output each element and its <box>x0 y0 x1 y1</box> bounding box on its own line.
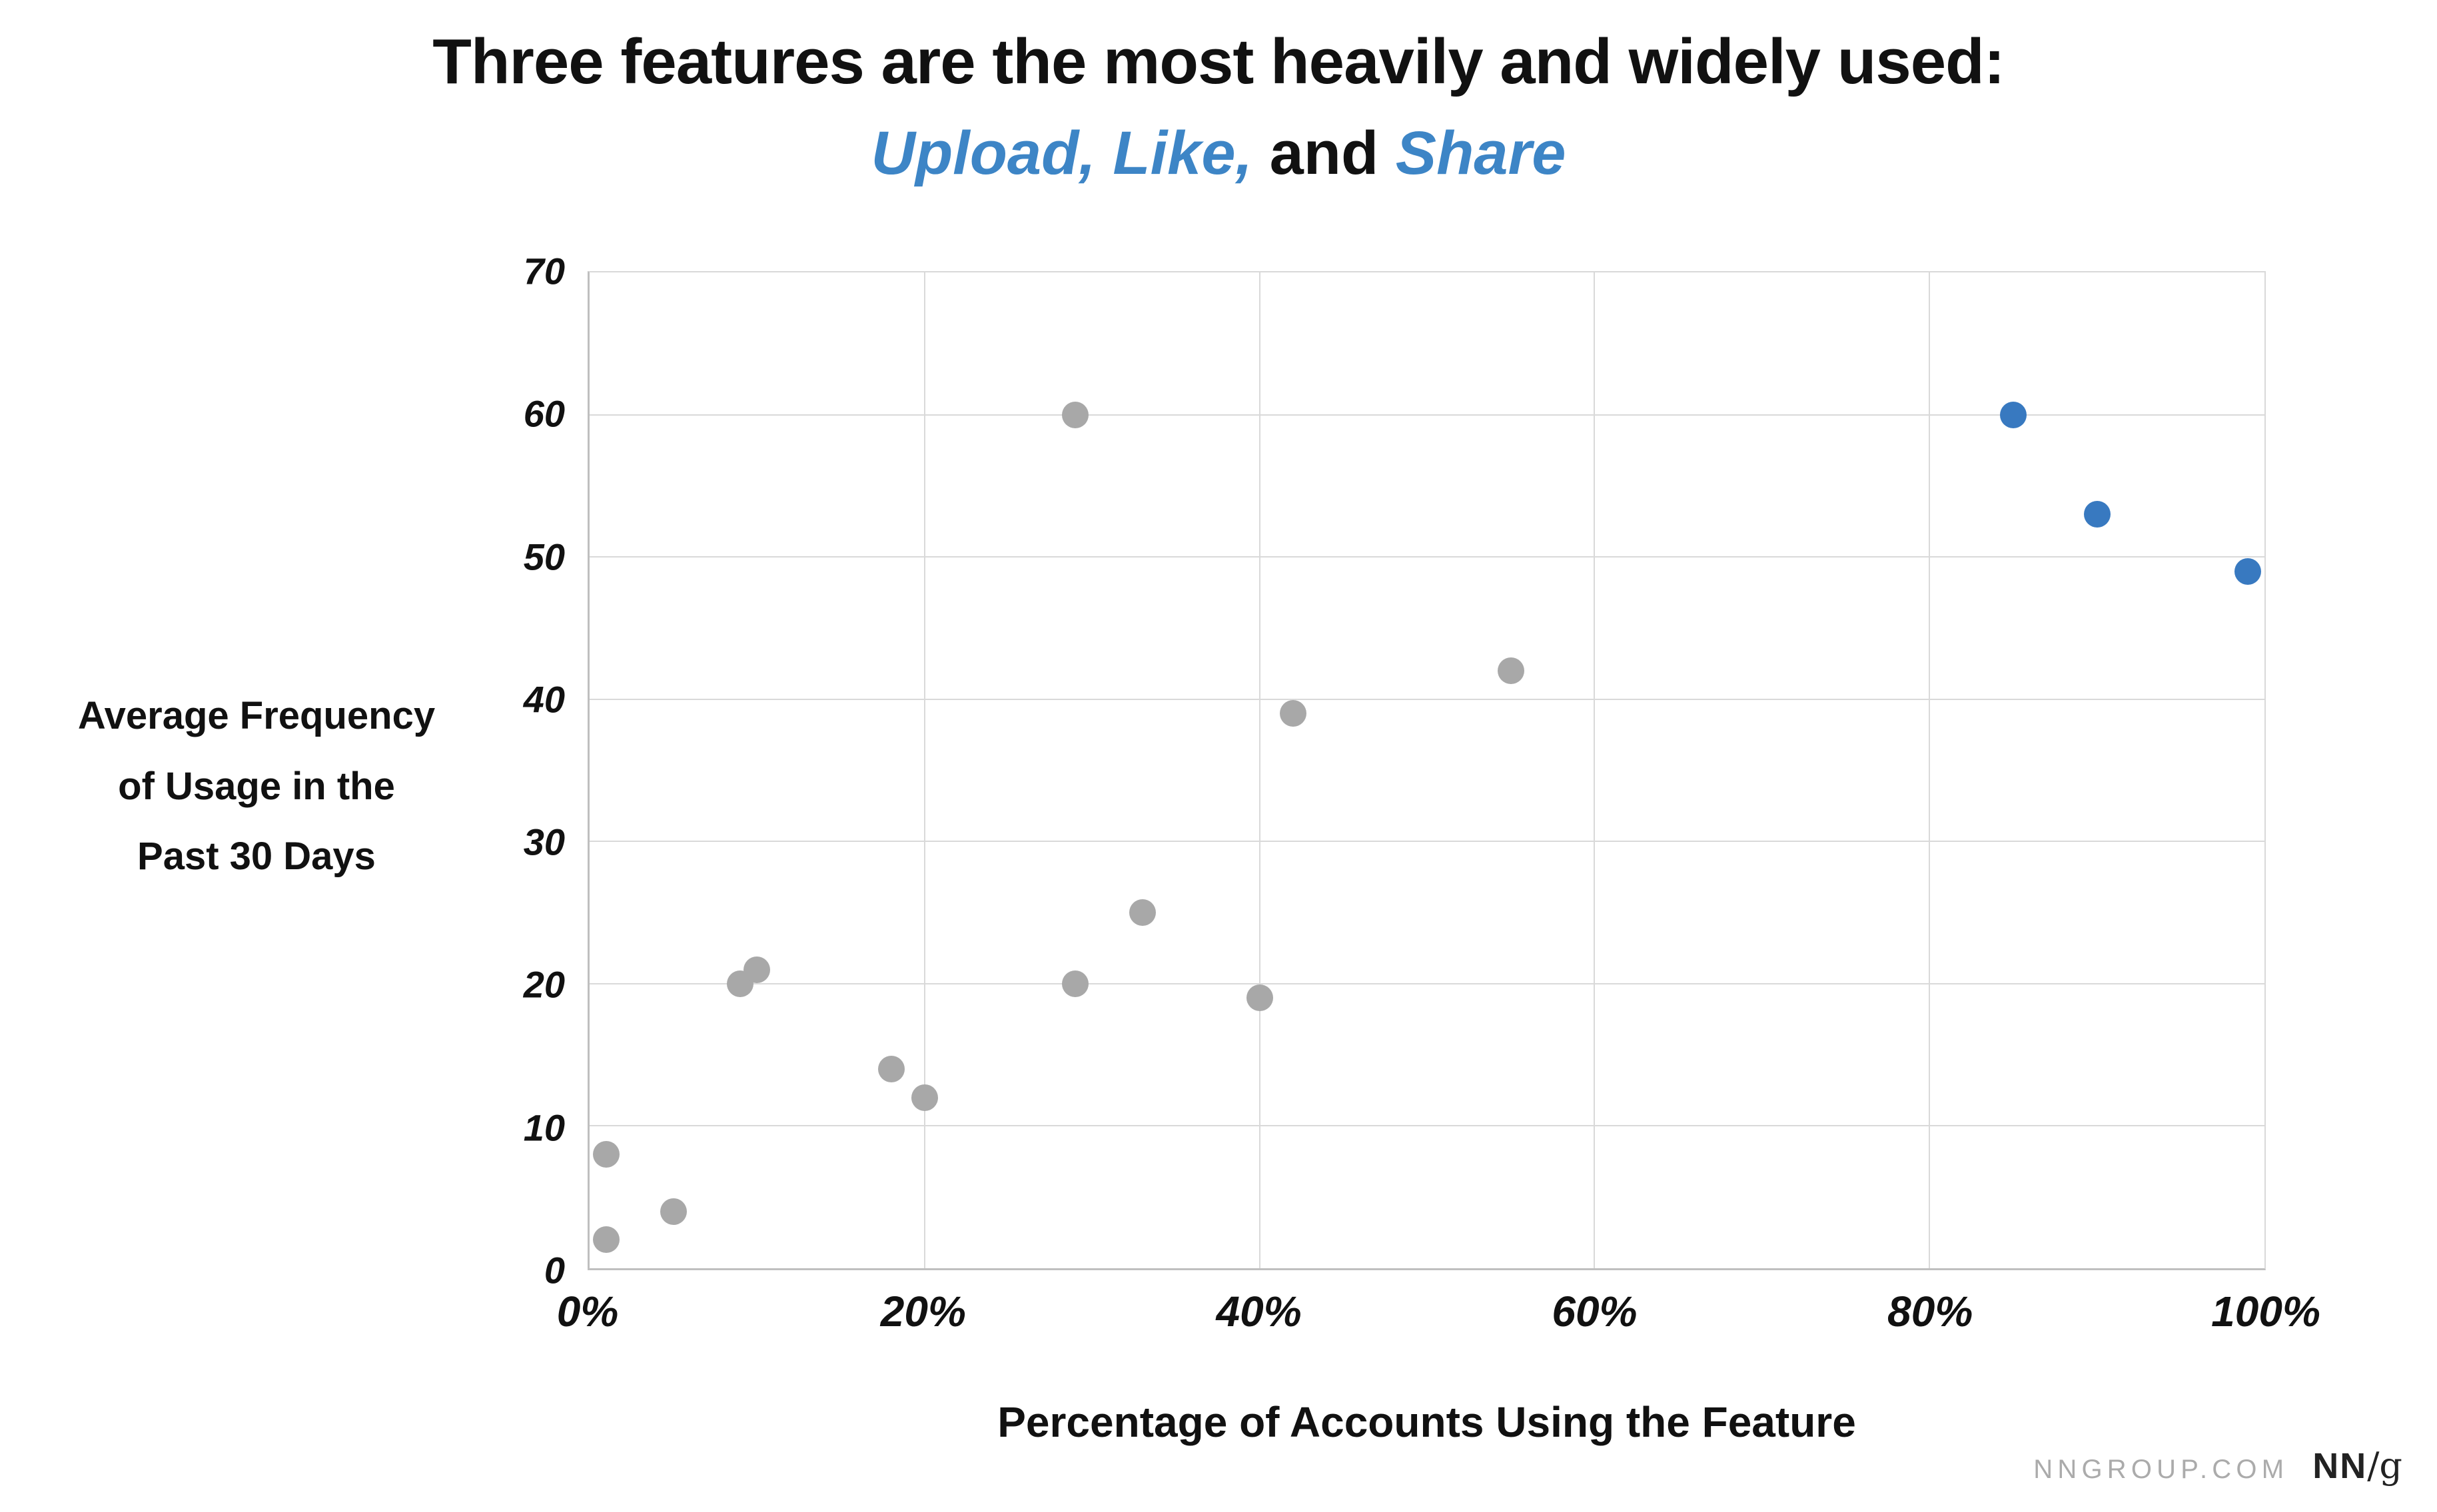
y-tick-label: 50 <box>523 536 565 578</box>
y-axis-title: Average Frequency of Usage in the Past 3… <box>0 681 513 892</box>
x-tick-labels: 0% 20% 40% 60% 80% 100% <box>557 1287 2320 1347</box>
data-point <box>1062 970 1089 997</box>
footer: NNGROUP.COM NN/g <box>2033 1445 2402 1487</box>
data-point <box>593 1141 620 1168</box>
data-point-highlighted <box>2083 501 2111 528</box>
y-tick-labels: 0 10 20 30 40 50 60 70 <box>0 250 565 1292</box>
x-tick-label: 20% <box>880 1288 966 1335</box>
data-point <box>660 1198 687 1225</box>
h-gridline <box>590 698 2264 700</box>
y-tick-label: 10 <box>523 1106 565 1149</box>
nng-logo: NN/g <box>2312 1445 2402 1487</box>
y-tick-label: 30 <box>523 821 565 863</box>
data-point <box>911 1084 938 1111</box>
x-tick-label: 100% <box>2211 1288 2320 1335</box>
y-tick-label: 70 <box>523 250 565 292</box>
y-tick-label: 60 <box>523 392 565 435</box>
nng-logo-nn: NN <box>2312 1446 2368 1486</box>
y-tick-label: 40 <box>523 678 565 721</box>
x-tick-label: 0% <box>556 1288 619 1335</box>
data-point <box>743 956 771 983</box>
h-gridline <box>590 982 2264 984</box>
x-tick-label: 80% <box>1887 1288 1973 1335</box>
data-point-highlighted <box>1999 401 2027 428</box>
x-tick-label: 40% <box>1216 1288 1302 1335</box>
y-axis-title-line: Average Frequency <box>77 694 436 737</box>
data-point <box>593 1226 620 1254</box>
chart-title-line2: Upload, Like, and Share <box>0 119 2437 189</box>
y-tick-label: 0 <box>544 1249 565 1292</box>
y-tick-label: 20 <box>523 963 565 1006</box>
data-point <box>1246 984 1273 1012</box>
data-point-highlighted <box>2234 558 2261 585</box>
y-axis-title-line: of Usage in the <box>118 764 395 808</box>
data-point <box>1279 700 1306 727</box>
v-gridline <box>1929 272 1931 1268</box>
x-tick-label: 60% <box>1552 1288 1638 1335</box>
title-highlight-upload-like: Upload, Like, <box>871 119 1253 187</box>
plot-area <box>588 271 2266 1270</box>
data-point <box>1497 657 1524 684</box>
chart-title-line1: Three features are the most heavily and … <box>432 26 2005 97</box>
title-connector-and: and <box>1252 119 1396 187</box>
v-gridline <box>1258 272 1260 1268</box>
h-gridline <box>590 556 2264 558</box>
h-gridline <box>590 841 2264 843</box>
title-highlight-share: Share <box>1395 119 1566 187</box>
h-gridline <box>590 1125 2264 1127</box>
footer-site-url: NNGROUP.COM <box>2033 1455 2289 1484</box>
nng-logo-slash-g: /g <box>2367 1445 2402 1487</box>
v-gridline <box>923 272 925 1268</box>
h-gridline <box>590 414 2264 416</box>
y-axis-title-line: Past 30 Days <box>137 835 376 879</box>
data-point <box>1062 401 1089 428</box>
v-gridline <box>1594 272 1596 1268</box>
x-axis-title: Percentage of Accounts Using the Feature <box>997 1398 1856 1446</box>
data-point <box>1129 899 1156 927</box>
data-point <box>877 1056 905 1082</box>
